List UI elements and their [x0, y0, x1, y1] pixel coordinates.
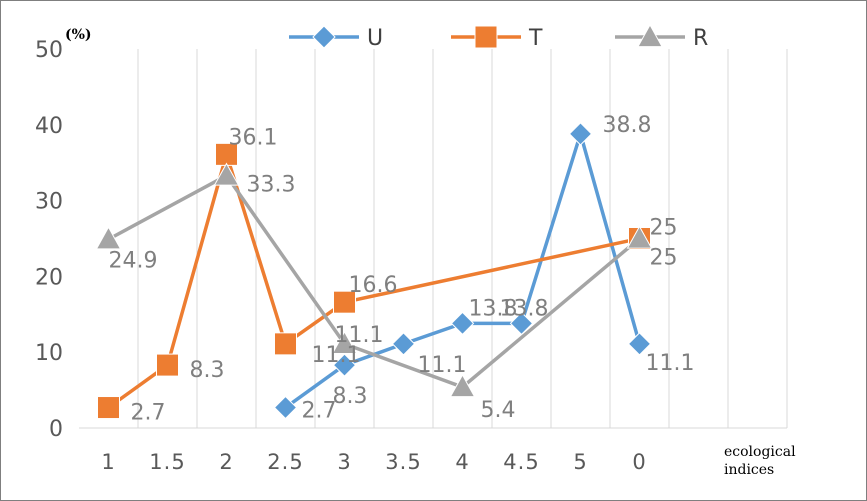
series-U [273, 122, 652, 420]
data-point-marker [568, 122, 593, 146]
data-label: 8.3 [190, 358, 225, 383]
x-tick-label: 3 [337, 450, 351, 474]
data-point-marker [97, 396, 120, 420]
data-label: 8.3 [333, 384, 368, 409]
y-tick-label: 40 [35, 114, 63, 139]
data-label: 25 [650, 246, 678, 271]
legend-label: U [367, 26, 383, 51]
series-R [95, 162, 653, 398]
x-tick-label: 4 [455, 450, 469, 474]
data-label: 38.8 [603, 113, 652, 138]
data-point-marker [273, 395, 298, 420]
x-tick-label: 3.5 [385, 450, 421, 474]
data-label: 11.1 [646, 351, 695, 376]
data-point-marker [450, 311, 475, 336]
data-point-marker [474, 25, 498, 49]
data-label: 11.1 [418, 353, 467, 378]
data-point-marker [391, 332, 416, 356]
x-axis-title: ecological indices [724, 444, 796, 478]
data-label: 2.7 [302, 399, 337, 424]
legend-entry-U: U [289, 25, 383, 51]
data-point-marker [627, 332, 652, 356]
y-axis-unit-label: (%) [65, 27, 92, 43]
data-point-marker [509, 311, 534, 336]
data-point-marker [626, 225, 653, 249]
data-label: 11.1 [312, 343, 361, 368]
x-tick-label: 5 [573, 450, 587, 474]
x-tick-label: 4.5 [503, 450, 539, 474]
y-tick-label: 0 [49, 417, 63, 442]
legend-label: R [693, 26, 708, 51]
data-point-marker [156, 353, 179, 377]
legend-entry-R: R [615, 23, 708, 51]
x-axis-title-line: ecological [724, 444, 796, 460]
y-tick-label: 10 [35, 341, 63, 366]
x-tick-label: 2.5 [267, 450, 303, 474]
y-tick-label: 50 [35, 38, 63, 63]
data-point-marker [331, 330, 358, 354]
data-point-marker [449, 374, 476, 398]
data-labels: 2.78.311.113.813.838.811.12.78.336.111.1… [109, 113, 695, 426]
x-tick-label: 0 [632, 450, 646, 474]
data-point-marker [213, 162, 240, 186]
x-tick-label: 2 [219, 450, 233, 474]
y-tick-label: 30 [35, 190, 63, 215]
data-point-marker [274, 332, 297, 356]
data-label: 16.6 [349, 273, 398, 298]
data-label: 25 [650, 216, 678, 241]
data-label: 11.1 [335, 323, 384, 348]
data-label: 2.7 [131, 401, 166, 426]
x-tick-label: 1.5 [149, 450, 185, 474]
x-tick-label: 1 [101, 450, 115, 474]
data-label: 24.9 [109, 248, 158, 273]
data-point-marker [95, 226, 122, 250]
x-axis-title-line: indices [724, 462, 774, 478]
legend-label: T [528, 26, 543, 51]
y-tick-label: 20 [35, 265, 63, 290]
data-point-marker [637, 23, 663, 48]
legend-entry-T: T [451, 25, 543, 51]
data-point-marker [333, 290, 356, 314]
series-lines [95, 122, 653, 420]
data-label: 5.4 [481, 398, 516, 423]
data-label: 36.1 [229, 125, 278, 150]
data-label: 13.8 [469, 296, 518, 321]
data-label: 13.8 [500, 296, 549, 321]
data-label: 33.3 [247, 173, 296, 198]
data-point-marker [332, 353, 357, 377]
data-point-marker [312, 25, 336, 49]
